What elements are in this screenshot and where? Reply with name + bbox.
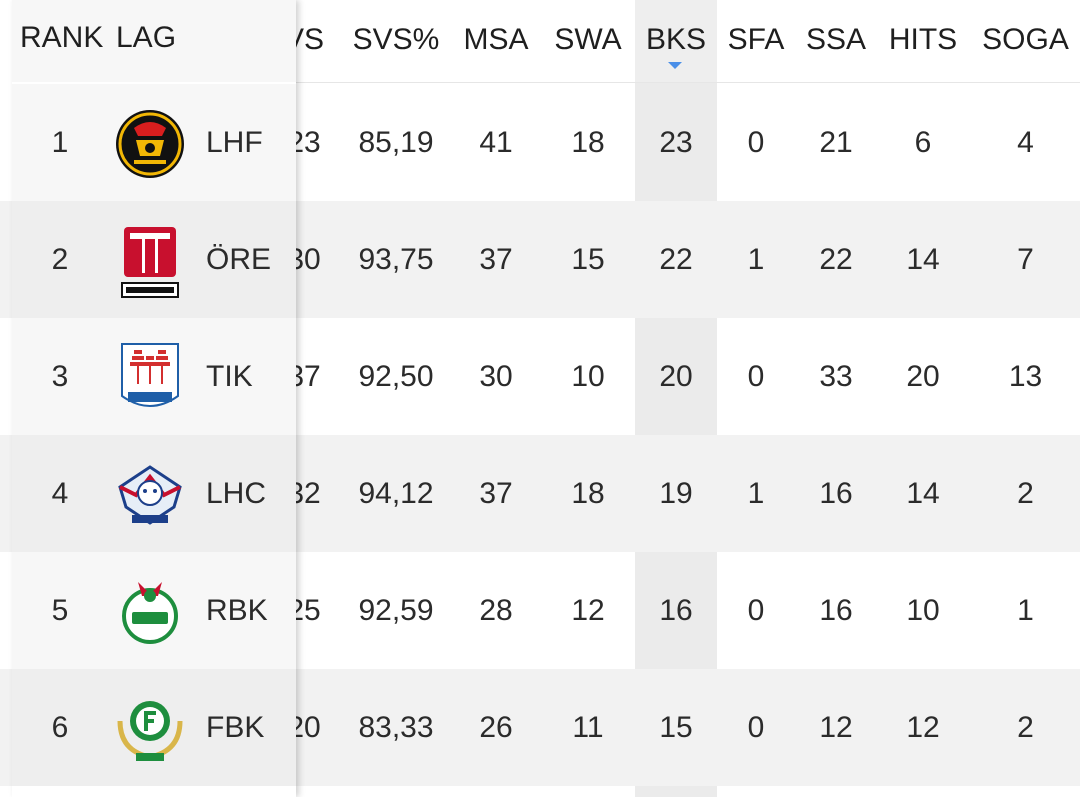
cell-svs: 92,50 [358, 360, 434, 393]
cell-soga: 2 [1017, 477, 1034, 510]
cell-msa: 41 [479, 126, 513, 159]
cell-msa: 37 [479, 477, 513, 510]
cell-soga: 1 [1017, 594, 1034, 627]
sorted-column-highlight [635, 0, 717, 797]
cell-sfa: 0 [747, 711, 765, 744]
column-header-msa[interactable]: MSA [463, 23, 529, 56]
cell-hits: 20 [906, 360, 940, 393]
cell-ssa: 12 [819, 711, 853, 744]
column-header-hits[interactable]: HITS [888, 23, 958, 56]
cell-bks: 22 [659, 243, 693, 276]
farjestad-bk-logo [114, 691, 186, 767]
cell-msa: 37 [479, 243, 513, 276]
team-abbreviation: FBK [206, 711, 265, 744]
lulea-hockey-logo [114, 106, 186, 182]
cell-ssa: 21 [819, 126, 853, 159]
team-abbreviation: RBK [206, 594, 268, 627]
team-abbreviation: TIK [206, 360, 253, 393]
cell-sfa: 0 [747, 126, 765, 159]
team-abbreviation: ÖRE [206, 243, 272, 276]
rank-value: 3 [51, 360, 69, 393]
cell-swa: 10 [571, 360, 605, 393]
cell-soga: 2 [1017, 711, 1034, 744]
team-abbreviation: LHF [206, 126, 263, 159]
cell-soga: 7 [1017, 243, 1034, 276]
column-header-lag[interactable]: LAG [116, 21, 177, 54]
cell-hits: 14 [906, 243, 940, 276]
cell-svs: 92,59 [358, 594, 434, 627]
cell-sfa: 1 [747, 243, 765, 276]
cell-hits: 6 [914, 126, 932, 159]
team-row[interactable]: 3 TIK [12, 318, 296, 435]
cell-soga: 13 [1008, 360, 1043, 393]
cell-sfa: 0 [747, 594, 765, 627]
cell-swa: 11 [572, 711, 604, 744]
cell-soga: 4 [1017, 126, 1034, 159]
timra-ik-logo [114, 340, 186, 416]
cell-svs: 85,19 [358, 126, 434, 159]
cell-msa: 28 [479, 594, 513, 627]
cell-sfa: 1 [747, 477, 765, 510]
cell-swa: 18 [571, 126, 605, 159]
column-header-svs-pct[interactable]: SVS% [352, 23, 440, 56]
cell-hits: 14 [906, 477, 940, 510]
cell-sfa: 0 [747, 360, 765, 393]
frozen-team-column: RANK LAG 1 LHF 2 ÖRE 3 TIK 4 LHC 5 [12, 0, 296, 797]
header-divider [296, 82, 1080, 83]
linkoping-hc-logo [114, 457, 186, 533]
column-header-swa[interactable]: SWA [554, 23, 622, 56]
rank-value: 5 [51, 594, 69, 627]
cell-svs: 94,12 [358, 477, 434, 510]
team-abbreviation: LHC [206, 477, 267, 510]
team-row[interactable]: 5 RBK [12, 552, 296, 669]
cell-bks: 19 [659, 477, 693, 510]
rank-value: 2 [51, 243, 69, 276]
rank-value: 6 [51, 711, 69, 744]
cell-msa: 26 [479, 711, 513, 744]
team-row[interactable]: 1 LHF [12, 84, 296, 201]
rank-value: 1 [51, 126, 69, 159]
team-row[interactable]: 2 ÖRE [12, 201, 296, 318]
cell-ssa: 16 [819, 477, 853, 510]
cell-svs: 93,75 [358, 243, 434, 276]
cell-swa: 18 [571, 477, 605, 510]
column-header-soga[interactable]: SOGA [982, 23, 1069, 56]
rank-value: 4 [51, 477, 69, 510]
team-row[interactable]: 6 FBK [12, 669, 296, 786]
cell-hits: 10 [906, 594, 940, 627]
cell-msa: 30 [479, 360, 513, 393]
column-header-rank[interactable]: RANK [20, 21, 104, 54]
column-header-bks[interactable]: BKS [645, 23, 707, 56]
cell-ssa: 22 [819, 243, 853, 276]
cell-ssa: 16 [819, 594, 853, 627]
orebro-hockey-logo [114, 223, 186, 299]
cell-hits: 12 [906, 711, 940, 744]
table-row[interactable]: 23 85,19 41 18 23 0 21 6 4 [0, 84, 1080, 201]
column-header-sfa[interactable]: SFA [727, 23, 785, 56]
cell-svs: 83,33 [358, 711, 434, 744]
sort-descending-icon [668, 62, 682, 69]
cell-ssa: 33 [819, 360, 853, 393]
cell-bks: 15 [659, 711, 693, 744]
column-header-ssa[interactable]: SSA [805, 23, 867, 56]
cell-swa: 15 [571, 243, 605, 276]
cell-swa: 12 [571, 594, 605, 627]
rogle-bk-logo [114, 574, 186, 650]
cell-bks: 16 [659, 594, 693, 627]
cell-bks: 23 [659, 126, 693, 159]
cell-bks: 20 [659, 360, 693, 393]
frozen-header: RANK LAG [12, 0, 296, 82]
team-row[interactable]: 4 LHC [12, 435, 296, 552]
